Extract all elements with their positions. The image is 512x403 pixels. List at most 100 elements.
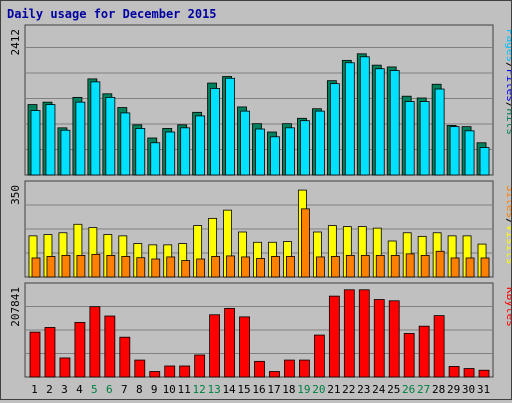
files-bar — [314, 110, 325, 176]
x-tick-label: 15 — [237, 383, 250, 396]
legend-entry: Pages — [504, 29, 511, 62]
files-bar — [329, 83, 340, 176]
files-bar — [464, 130, 475, 176]
middle-legend: Sites/Visits — [504, 185, 511, 265]
kbytes-bar — [463, 368, 475, 378]
sites-bar — [31, 257, 41, 278]
x-tick-label: 9 — [151, 383, 158, 396]
sites-bar — [315, 256, 325, 278]
x-tick-label: 27 — [417, 383, 430, 396]
x-tick-label: 12 — [193, 383, 206, 396]
x-tick-label: 28 — [432, 383, 445, 396]
legend-entry: Files — [504, 69, 511, 102]
kbytes-bar — [104, 315, 116, 378]
legend-entry: Hits — [504, 109, 511, 136]
files-bar — [120, 112, 131, 176]
kbytes-bar — [29, 331, 41, 378]
kbytes-bar — [59, 357, 71, 378]
kbytes-bar — [194, 354, 206, 378]
files-bar — [449, 126, 460, 176]
kbytes-bar — [89, 306, 101, 378]
files-bar — [45, 104, 56, 176]
x-tick-label: 5 — [91, 383, 98, 396]
x-tick-label: 4 — [76, 383, 83, 396]
sites-bar — [211, 256, 221, 278]
x-tick-label: 16 — [252, 383, 265, 396]
sites-bar — [196, 258, 206, 278]
files-bar — [359, 56, 370, 176]
sites-bar — [166, 256, 176, 278]
kbytes-bar — [134, 359, 146, 378]
kbytes-bar — [328, 295, 340, 378]
kbytes-bar — [269, 371, 280, 378]
kbytes-bar — [478, 369, 490, 378]
x-tick-label: 14 — [222, 383, 236, 396]
kbytes-bar — [209, 314, 221, 378]
sites-bar — [121, 256, 131, 278]
kbytes-bar — [299, 359, 310, 378]
kbytes-bar — [358, 289, 370, 378]
legend-separator: / — [504, 102, 511, 109]
files-bar — [404, 101, 415, 176]
files-bar — [479, 147, 490, 176]
kbytes-bar — [418, 325, 430, 378]
sites-bar — [345, 254, 355, 278]
x-tick-label: 13 — [207, 383, 220, 396]
legend-entry: Visits — [504, 225, 511, 265]
files-bar — [419, 101, 430, 176]
x-tick-label: 26 — [402, 383, 415, 396]
x-tick-label: 22 — [342, 383, 355, 396]
sites-bar — [330, 256, 340, 278]
legend-entry: Sites — [504, 185, 511, 218]
x-tick-label: 10 — [163, 383, 176, 396]
sites-bar — [465, 257, 475, 278]
kbytes-bar — [373, 299, 385, 378]
files-bar — [195, 115, 206, 176]
files-bar — [374, 68, 385, 176]
sites-bar — [271, 256, 280, 278]
x-tick-label: 24 — [372, 383, 386, 396]
x-tick-label: 25 — [387, 383, 400, 396]
middle-max-label: 350 — [9, 185, 22, 205]
x-tick-label: 3 — [61, 383, 68, 396]
kbytes-bar — [388, 300, 400, 378]
files-bar — [285, 127, 295, 176]
files-bar — [105, 96, 116, 176]
kbytes-bar — [164, 365, 176, 378]
x-tick-label: 19 — [297, 383, 310, 396]
kbytes-bar — [74, 321, 86, 378]
x-tick-label: 17 — [267, 383, 280, 396]
files-bar — [255, 128, 265, 176]
x-tick-label: 1 — [31, 383, 38, 396]
sites-bar — [301, 208, 310, 278]
files-bar — [210, 88, 221, 176]
sites-bar — [91, 253, 101, 278]
kbytes-bar — [119, 336, 131, 378]
chart-title: Daily usage for December 2015 — [7, 7, 217, 21]
sites-bar — [46, 256, 56, 278]
sites-bar — [226, 255, 235, 278]
files-bar — [75, 101, 86, 176]
sites-bar — [390, 254, 400, 278]
sites-bar — [435, 250, 445, 278]
files-bar — [30, 110, 41, 176]
files-bar — [344, 62, 355, 176]
files-bar — [135, 128, 146, 176]
kbytes-bar — [224, 308, 235, 378]
files-bar — [225, 77, 235, 176]
x-tick-label: 11 — [178, 383, 191, 396]
sites-bar — [360, 254, 370, 278]
sites-bar — [61, 254, 71, 278]
x-tick-label: 31 — [477, 383, 490, 396]
kbytes-bar — [403, 332, 415, 378]
sites-bar — [241, 256, 250, 278]
x-tick-label: 2 — [46, 383, 53, 396]
files-bar — [389, 70, 400, 176]
files-bar — [300, 120, 310, 176]
x-tick-label: 20 — [312, 383, 325, 396]
top-max-label: 2412 — [9, 29, 22, 56]
sites-bar — [405, 253, 415, 278]
kbytes-bar — [433, 315, 445, 378]
sites-bar — [76, 254, 86, 278]
